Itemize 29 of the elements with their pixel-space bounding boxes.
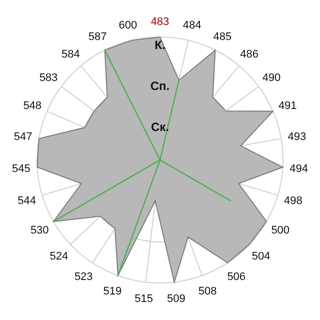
y-tick-label: Сп. (150, 79, 170, 93)
spoke-label: 494 (290, 163, 308, 176)
y-tick-label: К. (154, 38, 166, 52)
spoke-label: 491 (278, 100, 297, 112)
spoke-label: 544 (18, 194, 36, 207)
spoke-label: 600 (118, 20, 138, 32)
spoke-label: 504 (252, 250, 270, 262)
spoke-label: 587 (88, 30, 107, 43)
spoke-label: 583 (39, 72, 58, 84)
spoke-label: 493 (288, 130, 306, 143)
spoke-label: 498 (284, 194, 302, 207)
spoke-label: 519 (103, 286, 122, 298)
spoke-label: 486 (240, 48, 259, 61)
spoke-label: 508 (198, 286, 217, 298)
spoke-label: 523 (74, 271, 93, 284)
spoke-label: 483 (150, 16, 170, 28)
spoke-label: 509 (166, 293, 186, 306)
spoke-label: 524 (50, 250, 68, 262)
spoke-label: 545 (12, 163, 30, 176)
spoke-label: 584 (61, 48, 80, 61)
spoke-label: 484 (182, 20, 202, 32)
spoke-label: 490 (262, 72, 281, 84)
spoke-label: 548 (23, 100, 42, 112)
spoke-label: 515 (134, 293, 154, 306)
spoke-label: 500 (271, 224, 290, 236)
spoke-label: 485 (213, 30, 232, 43)
spoke-label: 530 (30, 224, 49, 236)
spoke-label: 506 (227, 271, 246, 284)
spoke-label: 547 (14, 130, 32, 143)
